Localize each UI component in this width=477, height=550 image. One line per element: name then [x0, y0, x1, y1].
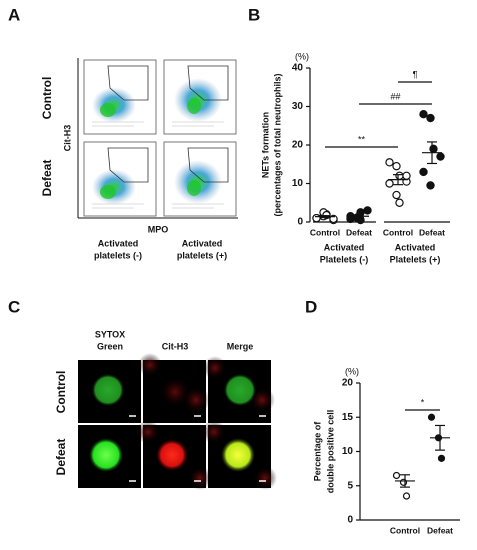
y-tick-label: 20 [342, 378, 354, 389]
x-tick-label: Defeat [346, 227, 372, 237]
data-point [419, 109, 428, 119]
row-label: Defeat [40, 160, 54, 197]
data-point [419, 167, 428, 177]
data-point [312, 213, 321, 223]
group-label: Activated [324, 242, 365, 252]
x-tick-label: Control [383, 227, 413, 237]
data-point [363, 206, 372, 215]
y-tick-label: 5 [347, 480, 353, 491]
column-label: Green [97, 341, 123, 351]
column-label: Cit-H3 [162, 341, 189, 351]
data-point [402, 171, 411, 180]
x-tick-label: Defeat [419, 227, 445, 237]
flow-plot [163, 141, 237, 217]
column-label: Activated [182, 238, 223, 248]
data-point [395, 171, 404, 180]
group-label: Activated [395, 242, 436, 252]
data-point [392, 161, 401, 171]
group-label: Platelets (-) [320, 254, 369, 264]
significance-label: ## [390, 91, 400, 101]
y-tick-label: 30 [292, 101, 304, 112]
column-label: platelets (+) [177, 250, 227, 260]
flow-plot [83, 59, 157, 135]
axis-label: MPO [148, 224, 169, 234]
data-point [426, 113, 435, 123]
data-point [385, 158, 394, 167]
flow-plot [83, 141, 157, 217]
data-point [402, 492, 411, 500]
data-point [437, 454, 446, 462]
panel-label: A [8, 5, 20, 24]
cell [224, 374, 256, 406]
row-label: Defeat [54, 439, 68, 476]
row-label: Control [40, 77, 54, 120]
y-tick-label: 0 [347, 515, 353, 526]
cell [221, 438, 255, 472]
flow-panel: Control Defeat Cit-H3 MPO Activated plat… [40, 58, 238, 260]
y-axis-label: Percentage of [312, 421, 322, 482]
flow-plot [163, 59, 237, 135]
x-tick-label: Control [310, 227, 340, 237]
data-point [436, 152, 445, 161]
row-label: Control [54, 371, 68, 414]
microscopy-panel: SYTOX Green Cit-H3 Merge Control Defeat [54, 329, 277, 490]
significance-label: * [421, 397, 425, 407]
panel-label: B [248, 5, 260, 24]
y-axis-label: double positive cell [325, 410, 335, 494]
column-label: Merge [227, 341, 254, 351]
y-unit: (%) [295, 51, 309, 61]
panel-label: D [305, 297, 317, 316]
axis-label: Cit-H3 [62, 125, 72, 152]
significance-label: ** [358, 134, 366, 144]
data-point [427, 413, 436, 421]
x-tick-label: Defeat [427, 525, 453, 535]
data-point [426, 181, 435, 190]
y-tick-label: 10 [342, 446, 354, 457]
column-label: Activated [98, 238, 139, 248]
y-tick-label: 15 [342, 412, 354, 423]
significance-label: ¶ [413, 69, 418, 79]
y-axis-label: NETs formation [260, 112, 270, 178]
cell [89, 438, 123, 472]
cell [92, 374, 124, 406]
cell [156, 439, 188, 471]
y-unit: (%) [345, 366, 359, 376]
data-point [392, 190, 401, 200]
y-tick-label: 10 [292, 178, 304, 189]
group-label: Platelets (+) [390, 254, 441, 264]
y-axis-label: (percentages of total neutrophils) [272, 73, 282, 216]
x-tick-label: Control [390, 525, 420, 535]
column-label: platelets (-) [94, 250, 142, 260]
y-tick-label: 20 [292, 140, 304, 151]
column-label: SYTOX [95, 329, 125, 339]
data-point [385, 179, 394, 188]
panel-label: C [8, 297, 20, 316]
y-tick-label: 0 [297, 217, 303, 228]
data-point [392, 471, 401, 480]
scale-bar [129, 415, 266, 482]
data-point [395, 198, 404, 207]
y-tick-label: 40 [292, 63, 304, 74]
data-point [429, 144, 438, 154]
